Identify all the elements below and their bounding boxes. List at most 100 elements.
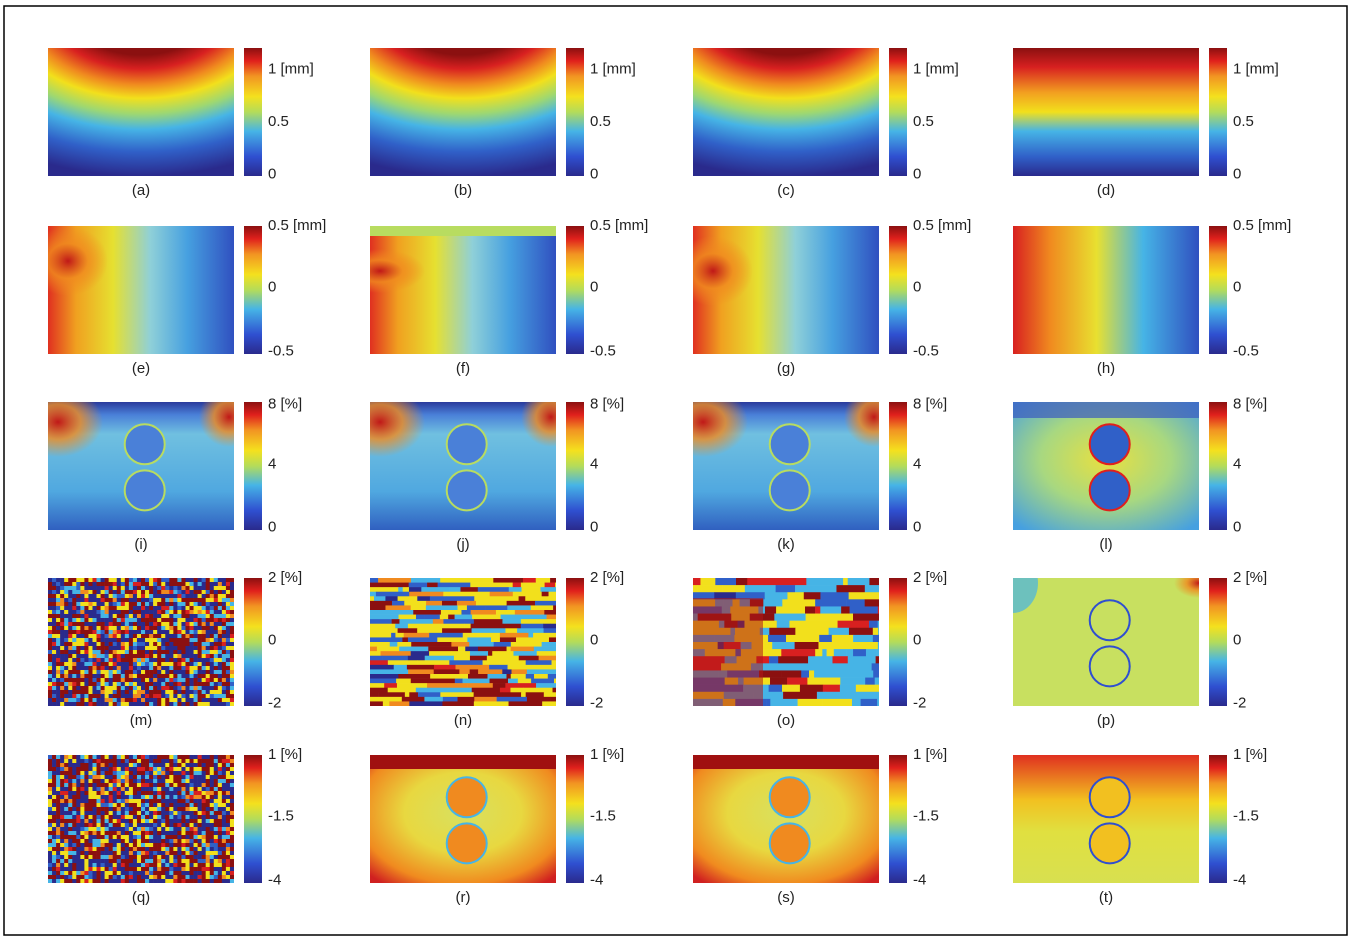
heat-cell	[205, 835, 211, 840]
heat-cell	[185, 843, 190, 848]
heat-cell	[768, 684, 783, 693]
heat-cell	[165, 594, 170, 599]
heat-cell	[52, 626, 57, 631]
heat-cell	[225, 847, 231, 852]
heat-cell	[209, 763, 215, 768]
heat-cell	[853, 613, 879, 621]
heat-cell	[197, 791, 202, 796]
heat-cell	[469, 669, 479, 675]
heat-cell	[189, 642, 194, 647]
heat-cell	[189, 835, 194, 840]
heat-cell	[173, 847, 178, 852]
heat-cell	[217, 654, 223, 659]
heat-cell	[72, 686, 77, 691]
heat-cell	[185, 847, 190, 852]
heat-cell	[116, 642, 122, 647]
heat-cell	[157, 686, 162, 691]
heat-cell	[68, 863, 73, 868]
heat-cell	[173, 807, 178, 812]
heat-cell	[543, 628, 556, 634]
heat-cell	[104, 839, 109, 844]
heat-cell	[221, 827, 227, 832]
heat-cell	[853, 649, 867, 657]
heat-cell	[60, 755, 65, 760]
heat-cell	[470, 582, 505, 588]
heat-cell	[124, 799, 130, 804]
heat-cell	[124, 827, 130, 832]
heat-cell	[136, 638, 142, 643]
heat-cell	[100, 610, 105, 615]
heat-cell	[72, 618, 77, 623]
heat-cell	[52, 875, 57, 880]
heat-cell	[100, 851, 105, 856]
heat-cell	[60, 646, 65, 651]
heat-cell	[165, 783, 170, 788]
heat-cell	[108, 779, 113, 784]
heat-cell	[197, 863, 202, 868]
heat-cell	[72, 670, 77, 675]
heat-cell	[169, 606, 174, 611]
heat-cell	[161, 787, 166, 792]
heat-cell	[514, 610, 545, 615]
heat-cell	[189, 630, 194, 635]
heat-cell	[60, 827, 65, 832]
heat-cell	[72, 779, 77, 784]
heat-cell	[153, 811, 158, 816]
colorbar-tick-label: -1.5	[268, 807, 294, 824]
heat-cell	[197, 638, 202, 643]
heat-cell	[197, 867, 202, 872]
heat-cell	[68, 811, 73, 816]
heat-cell	[395, 623, 409, 629]
heat-cell	[370, 578, 379, 583]
heat-cell	[145, 775, 150, 780]
heat-cell	[201, 787, 206, 792]
heat-cell	[60, 799, 65, 804]
heat-cell	[68, 819, 73, 824]
heat-cell	[116, 614, 122, 619]
heat-cell	[48, 787, 53, 792]
heat-cell	[229, 614, 234, 619]
panel	[1013, 755, 1199, 883]
inclusion	[1088, 822, 1131, 865]
heat-cell	[128, 879, 134, 883]
heat-cell	[92, 843, 97, 848]
heat-cell	[72, 791, 77, 796]
heat-cell	[84, 767, 89, 772]
heat-cell	[193, 851, 198, 856]
heat-cell	[108, 775, 113, 780]
heat-cell	[145, 666, 150, 671]
heat-cell	[229, 803, 234, 808]
heat-cell	[48, 666, 53, 671]
heat-cell	[165, 630, 170, 635]
heat-cell	[141, 847, 146, 852]
heat-cell	[120, 835, 126, 840]
heat-cell	[124, 867, 130, 872]
heat-cell	[193, 662, 198, 667]
heat-cell	[52, 819, 57, 824]
inclusion	[1088, 423, 1131, 466]
heat-cell	[201, 642, 206, 647]
panel	[1013, 48, 1199, 176]
heat-cell	[153, 686, 158, 691]
heat-cell	[72, 594, 77, 599]
heat-cell	[132, 831, 138, 836]
heat-cell	[217, 686, 223, 691]
heat-cell	[120, 775, 126, 780]
heat-cell	[197, 674, 202, 679]
heat-cell	[774, 663, 804, 671]
heat-cell	[108, 855, 113, 860]
heat-cell	[229, 831, 234, 836]
heat-cell	[173, 682, 178, 687]
heat-cell	[197, 783, 202, 788]
heat-cell	[217, 578, 223, 583]
heat-cell	[149, 674, 154, 679]
heat-cell	[205, 658, 211, 663]
heat-cell	[84, 859, 89, 864]
heat-cell	[169, 646, 174, 651]
heat-cell	[229, 811, 234, 816]
heat-cell	[181, 682, 186, 687]
heat-cell	[120, 682, 126, 687]
heat-cell	[60, 855, 65, 860]
heat-cell	[753, 691, 784, 700]
heat-cell	[205, 618, 211, 623]
